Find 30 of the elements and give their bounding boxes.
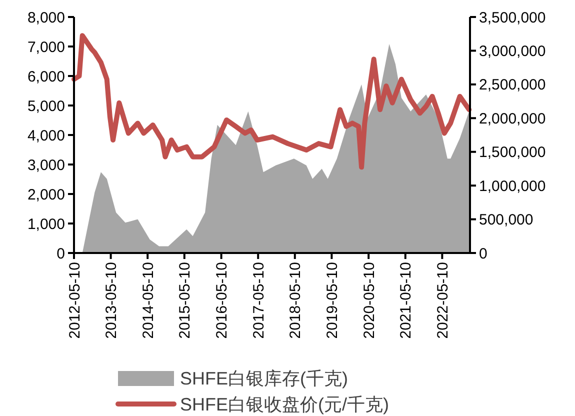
y-tick-label: 6,000: [27, 68, 65, 86]
y2-tick-label: 3,500,000: [479, 9, 546, 26]
legend-label: SHFE白银库存(千克): [180, 368, 348, 388]
y-tick-label: 8,000: [27, 9, 65, 26]
y2-tick-label: 3,000,000: [479, 42, 546, 60]
x-tick-label: 2014-05-10: [140, 262, 157, 339]
y2-tick-label: 2,500,000: [479, 76, 546, 94]
x-tick-label: 2012-05-10: [66, 262, 84, 339]
y2-tick-label: 500,000: [479, 212, 534, 229]
x-tick-label: 2018-05-10: [287, 262, 304, 339]
x-tick-label: 2021-05-10: [398, 262, 415, 339]
legend-label: SHFE白银收盘价(元/千克): [180, 394, 389, 414]
y2-tick-label: 1,500,000: [479, 144, 546, 162]
y-tick-label: 1,000: [27, 216, 65, 233]
y-tick-label: 2,000: [27, 186, 65, 204]
x-tick-label: 2015-05-10: [176, 262, 194, 339]
y2-tick-label: 1,000,000: [479, 178, 546, 195]
x-tick-label: 2022-05-10: [434, 262, 452, 339]
x-tick-label: 2020-05-10: [360, 262, 378, 339]
y-tick-label: 7,000: [27, 38, 65, 56]
y2-tick-label: 0: [479, 245, 488, 262]
x-tick-label: 2017-05-10: [250, 262, 268, 339]
y-tick-label: 4,000: [27, 127, 65, 144]
x-tick-label: 2013-05-10: [103, 262, 120, 339]
y-tick-label: 0: [56, 245, 65, 262]
y-tick-label: 3,000: [27, 156, 65, 174]
x-tick-label: 2019-05-10: [324, 262, 341, 339]
x-tick-label: 2016-05-10: [214, 262, 231, 339]
y-tick-label: 5,000: [27, 98, 65, 115]
y2-tick-label: 2,000,000: [479, 110, 546, 128]
